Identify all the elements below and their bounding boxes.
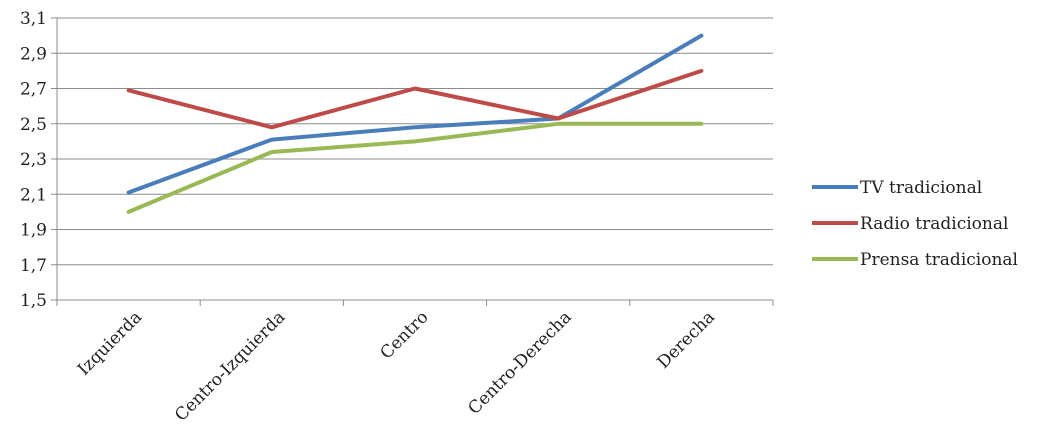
series-line-3 xyxy=(126,121,704,214)
y-tick-label: 2,5 xyxy=(20,115,47,135)
x-tick-label: Izquierda xyxy=(74,307,146,379)
x-tick-label: Centro-Derecha xyxy=(464,307,575,418)
series-line-2 xyxy=(126,68,704,130)
x-tick-label: Centro-Izquierda xyxy=(171,307,289,425)
y-tick-label: 3,1 xyxy=(20,9,47,29)
x-tick-label: Derecha xyxy=(654,307,719,372)
y-tick-label: 2,1 xyxy=(20,185,47,205)
y-tick-label: 2,9 xyxy=(20,44,47,64)
y-tick-label: 2,3 xyxy=(20,150,47,170)
y-tick-label: 1,9 xyxy=(20,221,47,241)
y-tick-label: 1,5 xyxy=(20,291,47,311)
y-tick-labels: 1,5 1,7 1,9 2,1 2,3 2,5 2,7 2,9 3,1 xyxy=(20,9,47,311)
axes xyxy=(51,17,774,306)
series-lines xyxy=(126,33,704,214)
y-tick-label: 1,7 xyxy=(20,256,47,276)
legend-label: Radio tradicional xyxy=(860,214,1008,234)
legend-label: Prensa tradicional xyxy=(860,250,1018,270)
legend: TV tradicional Radio tradicional Prensa tr… xyxy=(812,178,1018,270)
x-tick-label: Centro xyxy=(377,307,433,363)
series-line-1 xyxy=(126,33,704,195)
y-tick-label: 2,7 xyxy=(20,80,47,100)
legend-label: TV tradicional xyxy=(860,178,982,198)
x-tick-labels: Izquierda Centro-Izquierda Centro Centro-De… xyxy=(74,307,719,425)
